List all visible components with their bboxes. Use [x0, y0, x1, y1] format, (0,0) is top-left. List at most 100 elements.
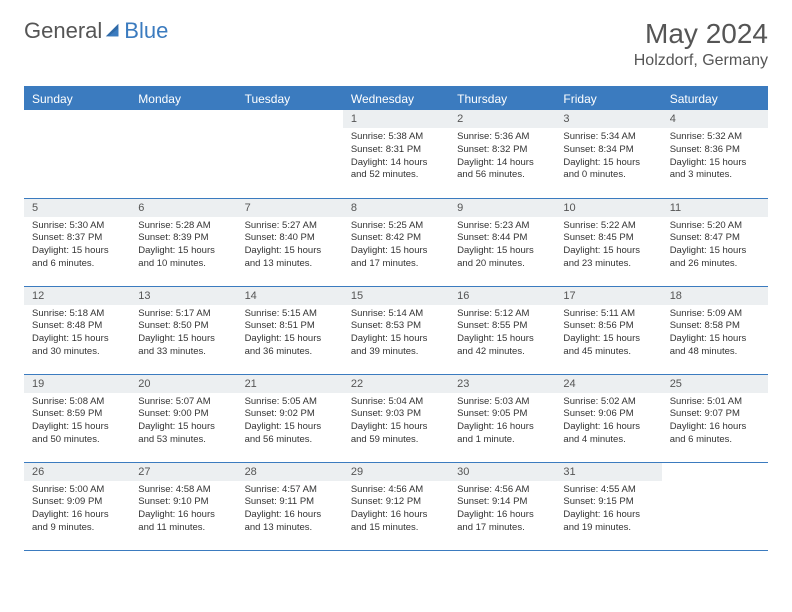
dow-tue: Tuesday [237, 87, 343, 110]
dow-thu: Thursday [449, 87, 555, 110]
day-info: Sunrise: 4:56 AMSunset: 9:12 PMDaylight:… [343, 481, 449, 541]
calendar-cell: 15Sunrise: 5:14 AMSunset: 8:53 PMDayligh… [343, 286, 449, 374]
calendar-cell: 16Sunrise: 5:12 AMSunset: 8:55 PMDayligh… [449, 286, 555, 374]
calendar-week-row: 26Sunrise: 5:00 AMSunset: 9:09 PMDayligh… [24, 462, 768, 550]
day-number: 28 [237, 463, 343, 481]
calendar-cell: 26Sunrise: 5:00 AMSunset: 9:09 PMDayligh… [24, 462, 130, 550]
calendar-cell: 19Sunrise: 5:08 AMSunset: 8:59 PMDayligh… [24, 374, 130, 462]
day-number: 7 [237, 199, 343, 217]
calendar-week-row: 19Sunrise: 5:08 AMSunset: 8:59 PMDayligh… [24, 374, 768, 462]
dow-sat: Saturday [662, 87, 768, 110]
calendar-cell: 28Sunrise: 4:57 AMSunset: 9:11 PMDayligh… [237, 462, 343, 550]
calendar-cell: 29Sunrise: 4:56 AMSunset: 9:12 PMDayligh… [343, 462, 449, 550]
day-info: Sunrise: 5:28 AMSunset: 8:39 PMDaylight:… [130, 217, 236, 277]
day-number: 17 [555, 287, 661, 305]
calendar-cell: 12Sunrise: 5:18 AMSunset: 8:48 PMDayligh… [24, 286, 130, 374]
day-number: 14 [237, 287, 343, 305]
day-number: 20 [130, 375, 236, 393]
day-info: Sunrise: 4:58 AMSunset: 9:10 PMDaylight:… [130, 481, 236, 541]
day-info: Sunrise: 5:30 AMSunset: 8:37 PMDaylight:… [24, 217, 130, 277]
day-info: Sunrise: 5:00 AMSunset: 9:09 PMDaylight:… [24, 481, 130, 541]
day-info: Sunrise: 5:25 AMSunset: 8:42 PMDaylight:… [343, 217, 449, 277]
calendar-week-row: 5Sunrise: 5:30 AMSunset: 8:37 PMDaylight… [24, 198, 768, 286]
day-info: Sunrise: 5:02 AMSunset: 9:06 PMDaylight:… [555, 393, 661, 453]
day-number: 31 [555, 463, 661, 481]
day-info: Sunrise: 5:20 AMSunset: 8:47 PMDaylight:… [662, 217, 768, 277]
calendar-cell: 10Sunrise: 5:22 AMSunset: 8:45 PMDayligh… [555, 198, 661, 286]
day-number: 13 [130, 287, 236, 305]
day-number: 6 [130, 199, 236, 217]
day-info: Sunrise: 5:15 AMSunset: 8:51 PMDaylight:… [237, 305, 343, 365]
title-block: May 2024 Holzdorf, Germany [634, 18, 768, 70]
calendar-week-row: 12Sunrise: 5:18 AMSunset: 8:48 PMDayligh… [24, 286, 768, 374]
calendar-week-row: 1Sunrise: 5:38 AMSunset: 8:31 PMDaylight… [24, 110, 768, 198]
day-number: 23 [449, 375, 555, 393]
calendar-cell [130, 110, 236, 198]
day-number: 21 [237, 375, 343, 393]
day-number: 1 [343, 110, 449, 128]
calendar-cell: 8Sunrise: 5:25 AMSunset: 8:42 PMDaylight… [343, 198, 449, 286]
day-number: 30 [449, 463, 555, 481]
day-info: Sunrise: 5:14 AMSunset: 8:53 PMDaylight:… [343, 305, 449, 365]
day-number: 27 [130, 463, 236, 481]
day-info: Sunrise: 5:22 AMSunset: 8:45 PMDaylight:… [555, 217, 661, 277]
logo-text-general: General [24, 18, 102, 44]
calendar-cell: 23Sunrise: 5:03 AMSunset: 9:05 PMDayligh… [449, 374, 555, 462]
calendar-cell: 11Sunrise: 5:20 AMSunset: 8:47 PMDayligh… [662, 198, 768, 286]
day-info: Sunrise: 5:04 AMSunset: 9:03 PMDaylight:… [343, 393, 449, 453]
dow-header-row: Sunday Monday Tuesday Wednesday Thursday… [24, 87, 768, 110]
dow-wed: Wednesday [343, 87, 449, 110]
calendar-cell: 3Sunrise: 5:34 AMSunset: 8:34 PMDaylight… [555, 110, 661, 198]
day-info: Sunrise: 5:08 AMSunset: 8:59 PMDaylight:… [24, 393, 130, 453]
day-number: 15 [343, 287, 449, 305]
day-info: Sunrise: 4:55 AMSunset: 9:15 PMDaylight:… [555, 481, 661, 541]
calendar-cell: 18Sunrise: 5:09 AMSunset: 8:58 PMDayligh… [662, 286, 768, 374]
calendar-cell: 30Sunrise: 4:56 AMSunset: 9:14 PMDayligh… [449, 462, 555, 550]
calendar-cell: 13Sunrise: 5:17 AMSunset: 8:50 PMDayligh… [130, 286, 236, 374]
day-number: 18 [662, 287, 768, 305]
logo-text-blue: Blue [124, 18, 168, 44]
calendar-cell: 17Sunrise: 5:11 AMSunset: 8:56 PMDayligh… [555, 286, 661, 374]
day-number: 29 [343, 463, 449, 481]
day-number: 2 [449, 110, 555, 128]
day-info: Sunrise: 5:12 AMSunset: 8:55 PMDaylight:… [449, 305, 555, 365]
day-info: Sunrise: 4:56 AMSunset: 9:14 PMDaylight:… [449, 481, 555, 541]
day-number: 24 [555, 375, 661, 393]
calendar-cell: 24Sunrise: 5:02 AMSunset: 9:06 PMDayligh… [555, 374, 661, 462]
day-info: Sunrise: 5:27 AMSunset: 8:40 PMDaylight:… [237, 217, 343, 277]
day-info: Sunrise: 5:05 AMSunset: 9:02 PMDaylight:… [237, 393, 343, 453]
day-number: 25 [662, 375, 768, 393]
day-number: 3 [555, 110, 661, 128]
day-info: Sunrise: 5:11 AMSunset: 8:56 PMDaylight:… [555, 305, 661, 365]
day-number: 26 [24, 463, 130, 481]
dow-mon: Monday [130, 87, 236, 110]
logo: General Blue [24, 18, 168, 44]
calendar-cell: 25Sunrise: 5:01 AMSunset: 9:07 PMDayligh… [662, 374, 768, 462]
day-info: Sunrise: 5:07 AMSunset: 9:00 PMDaylight:… [130, 393, 236, 453]
day-number: 12 [24, 287, 130, 305]
day-number: 5 [24, 199, 130, 217]
calendar-cell: 2Sunrise: 5:36 AMSunset: 8:32 PMDaylight… [449, 110, 555, 198]
day-info: Sunrise: 5:17 AMSunset: 8:50 PMDaylight:… [130, 305, 236, 365]
calendar-cell [237, 110, 343, 198]
day-number: 4 [662, 110, 768, 128]
dow-fri: Friday [555, 87, 661, 110]
day-number: 8 [343, 199, 449, 217]
day-info: Sunrise: 5:36 AMSunset: 8:32 PMDaylight:… [449, 128, 555, 188]
calendar-cell: 20Sunrise: 5:07 AMSunset: 9:00 PMDayligh… [130, 374, 236, 462]
day-number: 9 [449, 199, 555, 217]
calendar-cell: 5Sunrise: 5:30 AMSunset: 8:37 PMDaylight… [24, 198, 130, 286]
calendar-cell: 31Sunrise: 4:55 AMSunset: 9:15 PMDayligh… [555, 462, 661, 550]
logo-sail-icon [104, 22, 122, 40]
day-info: Sunrise: 5:18 AMSunset: 8:48 PMDaylight:… [24, 305, 130, 365]
calendar-cell: 7Sunrise: 5:27 AMSunset: 8:40 PMDaylight… [237, 198, 343, 286]
day-number: 11 [662, 199, 768, 217]
day-info: Sunrise: 4:57 AMSunset: 9:11 PMDaylight:… [237, 481, 343, 541]
calendar-table: Sunday Monday Tuesday Wednesday Thursday… [24, 86, 768, 551]
calendar-cell: 27Sunrise: 4:58 AMSunset: 9:10 PMDayligh… [130, 462, 236, 550]
day-info: Sunrise: 5:34 AMSunset: 8:34 PMDaylight:… [555, 128, 661, 188]
day-info: Sunrise: 5:23 AMSunset: 8:44 PMDaylight:… [449, 217, 555, 277]
calendar-cell: 9Sunrise: 5:23 AMSunset: 8:44 PMDaylight… [449, 198, 555, 286]
day-info: Sunrise: 5:01 AMSunset: 9:07 PMDaylight:… [662, 393, 768, 453]
calendar-cell: 6Sunrise: 5:28 AMSunset: 8:39 PMDaylight… [130, 198, 236, 286]
